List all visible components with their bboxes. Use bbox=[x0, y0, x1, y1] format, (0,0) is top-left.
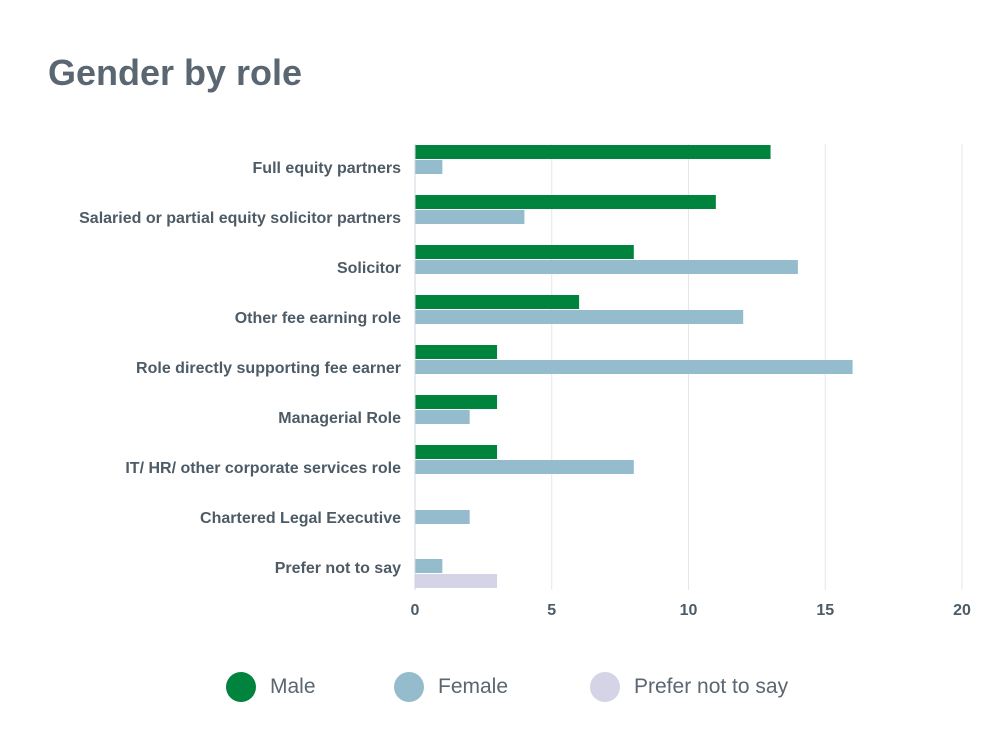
bar-male bbox=[415, 395, 498, 409]
x-tick-label: 0 bbox=[411, 602, 420, 619]
legend-label-prefer-not-to-say: Prefer not to say bbox=[634, 675, 789, 698]
category-label: Managerial Role bbox=[278, 410, 401, 427]
category-label: Solicitor bbox=[337, 260, 401, 277]
category-label: Role directly supporting fee earner bbox=[136, 360, 401, 377]
legend-item-male: Male bbox=[226, 672, 316, 702]
x-tick-label: 15 bbox=[816, 602, 834, 619]
bar-female bbox=[415, 410, 470, 424]
bar-female bbox=[415, 460, 634, 474]
x-tick-label: 5 bbox=[547, 602, 556, 619]
bar-female bbox=[415, 360, 853, 374]
bar-female bbox=[415, 260, 798, 274]
x-tick-label: 20 bbox=[953, 602, 971, 619]
legend-item-prefer-not-to-say: Prefer not to say bbox=[590, 672, 788, 702]
chart-title: Gender by role bbox=[48, 52, 303, 93]
bar-prefer-not-to-say bbox=[415, 574, 498, 588]
bar-female bbox=[415, 510, 470, 524]
legend-swatch-male bbox=[226, 672, 256, 702]
legend-label-female: Female bbox=[438, 675, 509, 698]
x-tick-labels: 0 5 10 15 20 bbox=[411, 602, 971, 619]
legend-item-female: Female bbox=[394, 672, 508, 702]
bar-male bbox=[415, 145, 771, 159]
category-label: Salaried or partial equity solicitor par… bbox=[79, 210, 401, 227]
bar-male bbox=[415, 445, 498, 459]
category-labels: Full equity partners Salaried or partial … bbox=[79, 160, 401, 577]
bars bbox=[415, 145, 853, 588]
legend-label-male: Male bbox=[270, 675, 316, 698]
bar-male bbox=[415, 295, 580, 309]
bar-female bbox=[415, 559, 443, 573]
legend: Male Female Prefer not to say bbox=[0, 672, 1000, 712]
category-label: IT/ HR/ other corporate services role bbox=[125, 460, 401, 477]
bar-female bbox=[415, 310, 744, 324]
bar-chart: Full equity partners Salaried or partial … bbox=[79, 144, 971, 619]
category-label: Prefer not to say bbox=[275, 560, 401, 577]
x-tick-label: 10 bbox=[680, 602, 698, 619]
category-label: Other fee earning role bbox=[235, 310, 401, 327]
category-label: Chartered Legal Executive bbox=[200, 510, 401, 527]
bar-male bbox=[415, 195, 716, 209]
legend-swatch-prefer-not-to-say bbox=[590, 672, 620, 702]
bar-female bbox=[415, 160, 443, 174]
bar-female bbox=[415, 210, 525, 224]
category-label: Full equity partners bbox=[253, 160, 402, 177]
bar-male bbox=[415, 245, 634, 259]
bar-male bbox=[415, 345, 498, 359]
legend-swatch-female bbox=[394, 672, 424, 702]
